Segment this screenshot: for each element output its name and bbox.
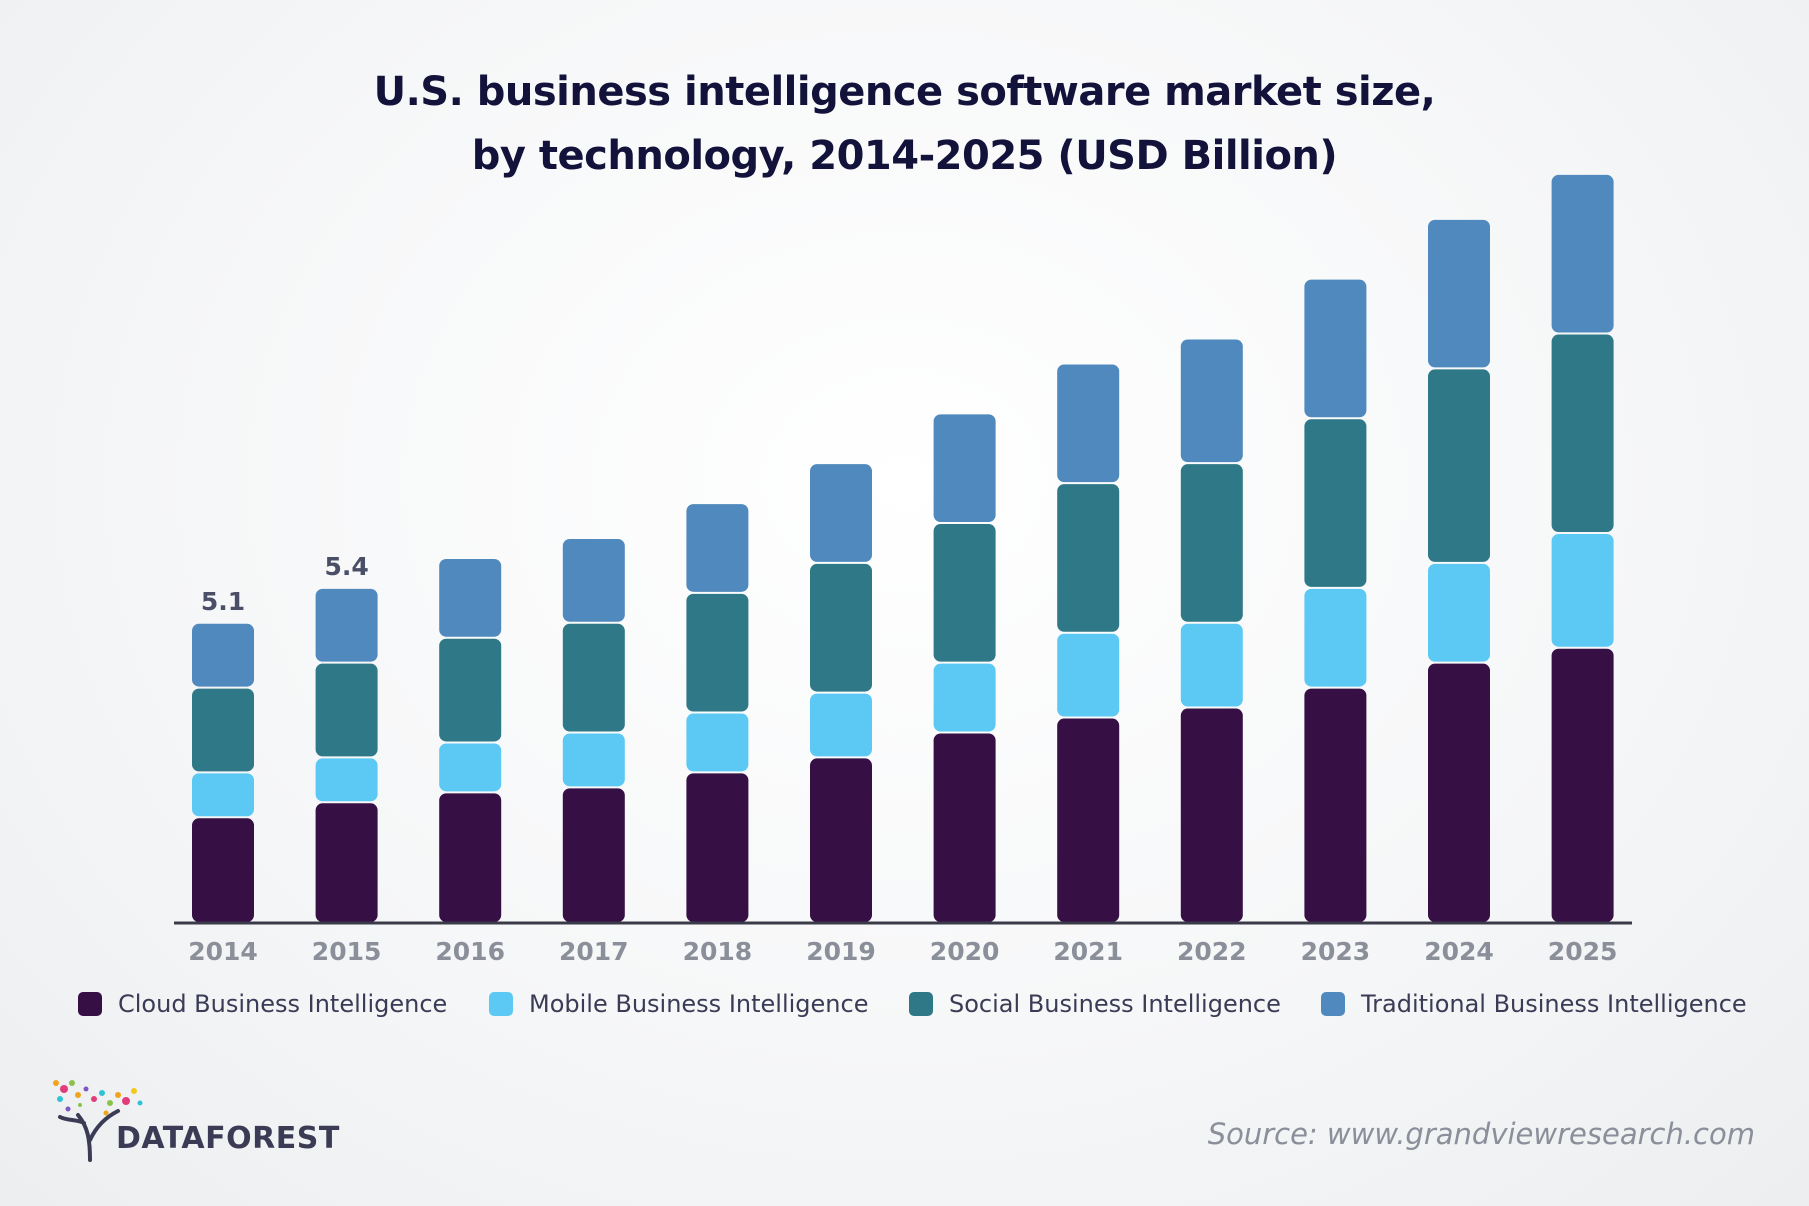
bar-segment-2023-2 [1304, 588, 1367, 687]
bar-segment-2016-3 [439, 638, 502, 742]
data-labels: 5.1 5.4 [201, 552, 369, 616]
bar-segment-2017-1 [562, 788, 625, 922]
legend-label-traditional: Traditional Business Intelligence [1361, 990, 1747, 1018]
bar-segment-2019-2 [810, 693, 872, 757]
bar-segment-2018-4 [686, 504, 749, 592]
logo-text: DATAFOREST [116, 1121, 340, 1156]
bar-segment-2023-1 [1304, 688, 1367, 922]
bar-segment-2014-4 [192, 623, 254, 687]
bar-segment-2024-1 [1428, 663, 1490, 922]
bar-segment-2025-3 [1551, 334, 1614, 533]
legend-swatch-traditional [1321, 992, 1345, 1016]
x-tick-labels: 2014 2015 2016 2017 2018 2019 2020 2021 2022 2023… [188, 937, 1617, 966]
bar-segment-2015-1 [315, 803, 378, 922]
bar-segment-2014-2 [192, 773, 254, 817]
bar-segment-2020-3 [933, 524, 996, 662]
legend-label-cloud: Cloud Business Intelligence [118, 990, 448, 1018]
data-label-2014: 5.1 [201, 587, 245, 616]
legend-item-traditional: Traditional Business Intelligence [1321, 990, 1747, 1018]
bar-segment-2019-3 [810, 563, 872, 692]
bar-segment-2022-2 [1180, 623, 1243, 707]
bar-segment-2023-3 [1304, 419, 1367, 587]
x-tick-label-2016: 2016 [435, 937, 505, 966]
bar-segment-2020-1 [933, 733, 996, 922]
bar-segment-2016-1 [439, 793, 502, 922]
chart-title-line-1: U.S. business intelligence software mark… [373, 69, 1436, 115]
bar-segment-2020-2 [933, 663, 996, 732]
bar-segment-2015-2 [315, 758, 378, 802]
data-label-2015: 5.4 [324, 552, 368, 581]
legend-swatch-mobile [489, 992, 513, 1016]
x-tick-label-2023: 2023 [1301, 937, 1371, 966]
legend-item-mobile: Mobile Business Intelligence [489, 990, 868, 1018]
bar-segment-2015-3 [315, 663, 378, 757]
chart-title-line-2: by technology, 2014-2025 (USD Billion) [471, 133, 1338, 179]
bar-segment-2021-3 [1057, 484, 1120, 632]
bar-segment-2024-2 [1428, 563, 1490, 662]
tree-logo-icon [53, 1080, 143, 1162]
bar-segment-2024-3 [1428, 369, 1490, 562]
legend-item-social: Social Business Intelligence [909, 990, 1281, 1018]
bar-segment-2015-4 [315, 588, 378, 662]
bar-segment-2017-3 [562, 623, 625, 732]
bar-segment-2022-3 [1180, 464, 1243, 622]
bar-segment-2022-4 [1180, 339, 1243, 463]
bar-segment-2020-4 [933, 414, 996, 523]
legend-swatch-social [909, 992, 933, 1016]
bar-segment-2025-1 [1551, 648, 1614, 922]
bar-segment-2025-4 [1551, 174, 1614, 333]
stacked-bar-chart: 2014 2015 2016 2017 2018 2019 2020 2021 2022 2023… [174, 174, 1632, 966]
bar-segment-2018-2 [686, 713, 749, 772]
bar-segment-2021-1 [1057, 718, 1120, 922]
dataforest-logo: DATAFOREST [50, 1075, 339, 1165]
bar-segment-2017-4 [562, 538, 625, 622]
x-tick-label-2019: 2019 [806, 937, 876, 966]
legend-label-social: Social Business Intelligence [949, 990, 1281, 1018]
bar-segment-2019-4 [810, 464, 872, 562]
legend-item-cloud: Cloud Business Intelligence [78, 990, 447, 1018]
bar-segment-2019-1 [810, 758, 872, 922]
x-tick-label-2025: 2025 [1548, 937, 1618, 966]
bar-segment-2018-1 [686, 773, 749, 922]
bar-segment-2016-2 [439, 743, 502, 792]
bar-segment-2018-3 [686, 593, 749, 712]
chart-title: U.S. business intelligence software mark… [0, 60, 1809, 188]
bar-segment-2014-3 [192, 688, 254, 772]
bar-segment-2025-2 [1551, 534, 1614, 647]
x-tick-label-2015: 2015 [312, 937, 382, 966]
source-credit: Source: www.grandviewresearch.com [1207, 1117, 1755, 1151]
bar-segment-2023-4 [1304, 279, 1367, 418]
bar-segment-2021-2 [1057, 633, 1120, 717]
bar-segment-2016-4 [439, 558, 502, 637]
bar-segment-2024-4 [1428, 219, 1490, 368]
x-tick-label-2021: 2021 [1053, 937, 1123, 966]
x-tick-label-2020: 2020 [930, 937, 1000, 966]
legend-swatch-cloud [78, 992, 102, 1016]
bars-group [192, 174, 1614, 922]
legend-label-mobile: Mobile Business Intelligence [529, 990, 869, 1018]
legend: Cloud Business Intelligence Mobile Busin… [0, 990, 1809, 1030]
x-tick-label-2014: 2014 [188, 937, 258, 966]
bar-segment-2017-2 [562, 733, 625, 787]
bar-segment-2014-1 [192, 818, 254, 922]
x-tick-label-2018: 2018 [683, 937, 753, 966]
bar-segment-2022-1 [1180, 708, 1243, 922]
bar-segment-2021-4 [1057, 364, 1120, 483]
x-tick-label-2022: 2022 [1177, 937, 1247, 966]
x-tick-label-2017: 2017 [559, 937, 629, 966]
x-tick-label-2024: 2024 [1424, 937, 1494, 966]
